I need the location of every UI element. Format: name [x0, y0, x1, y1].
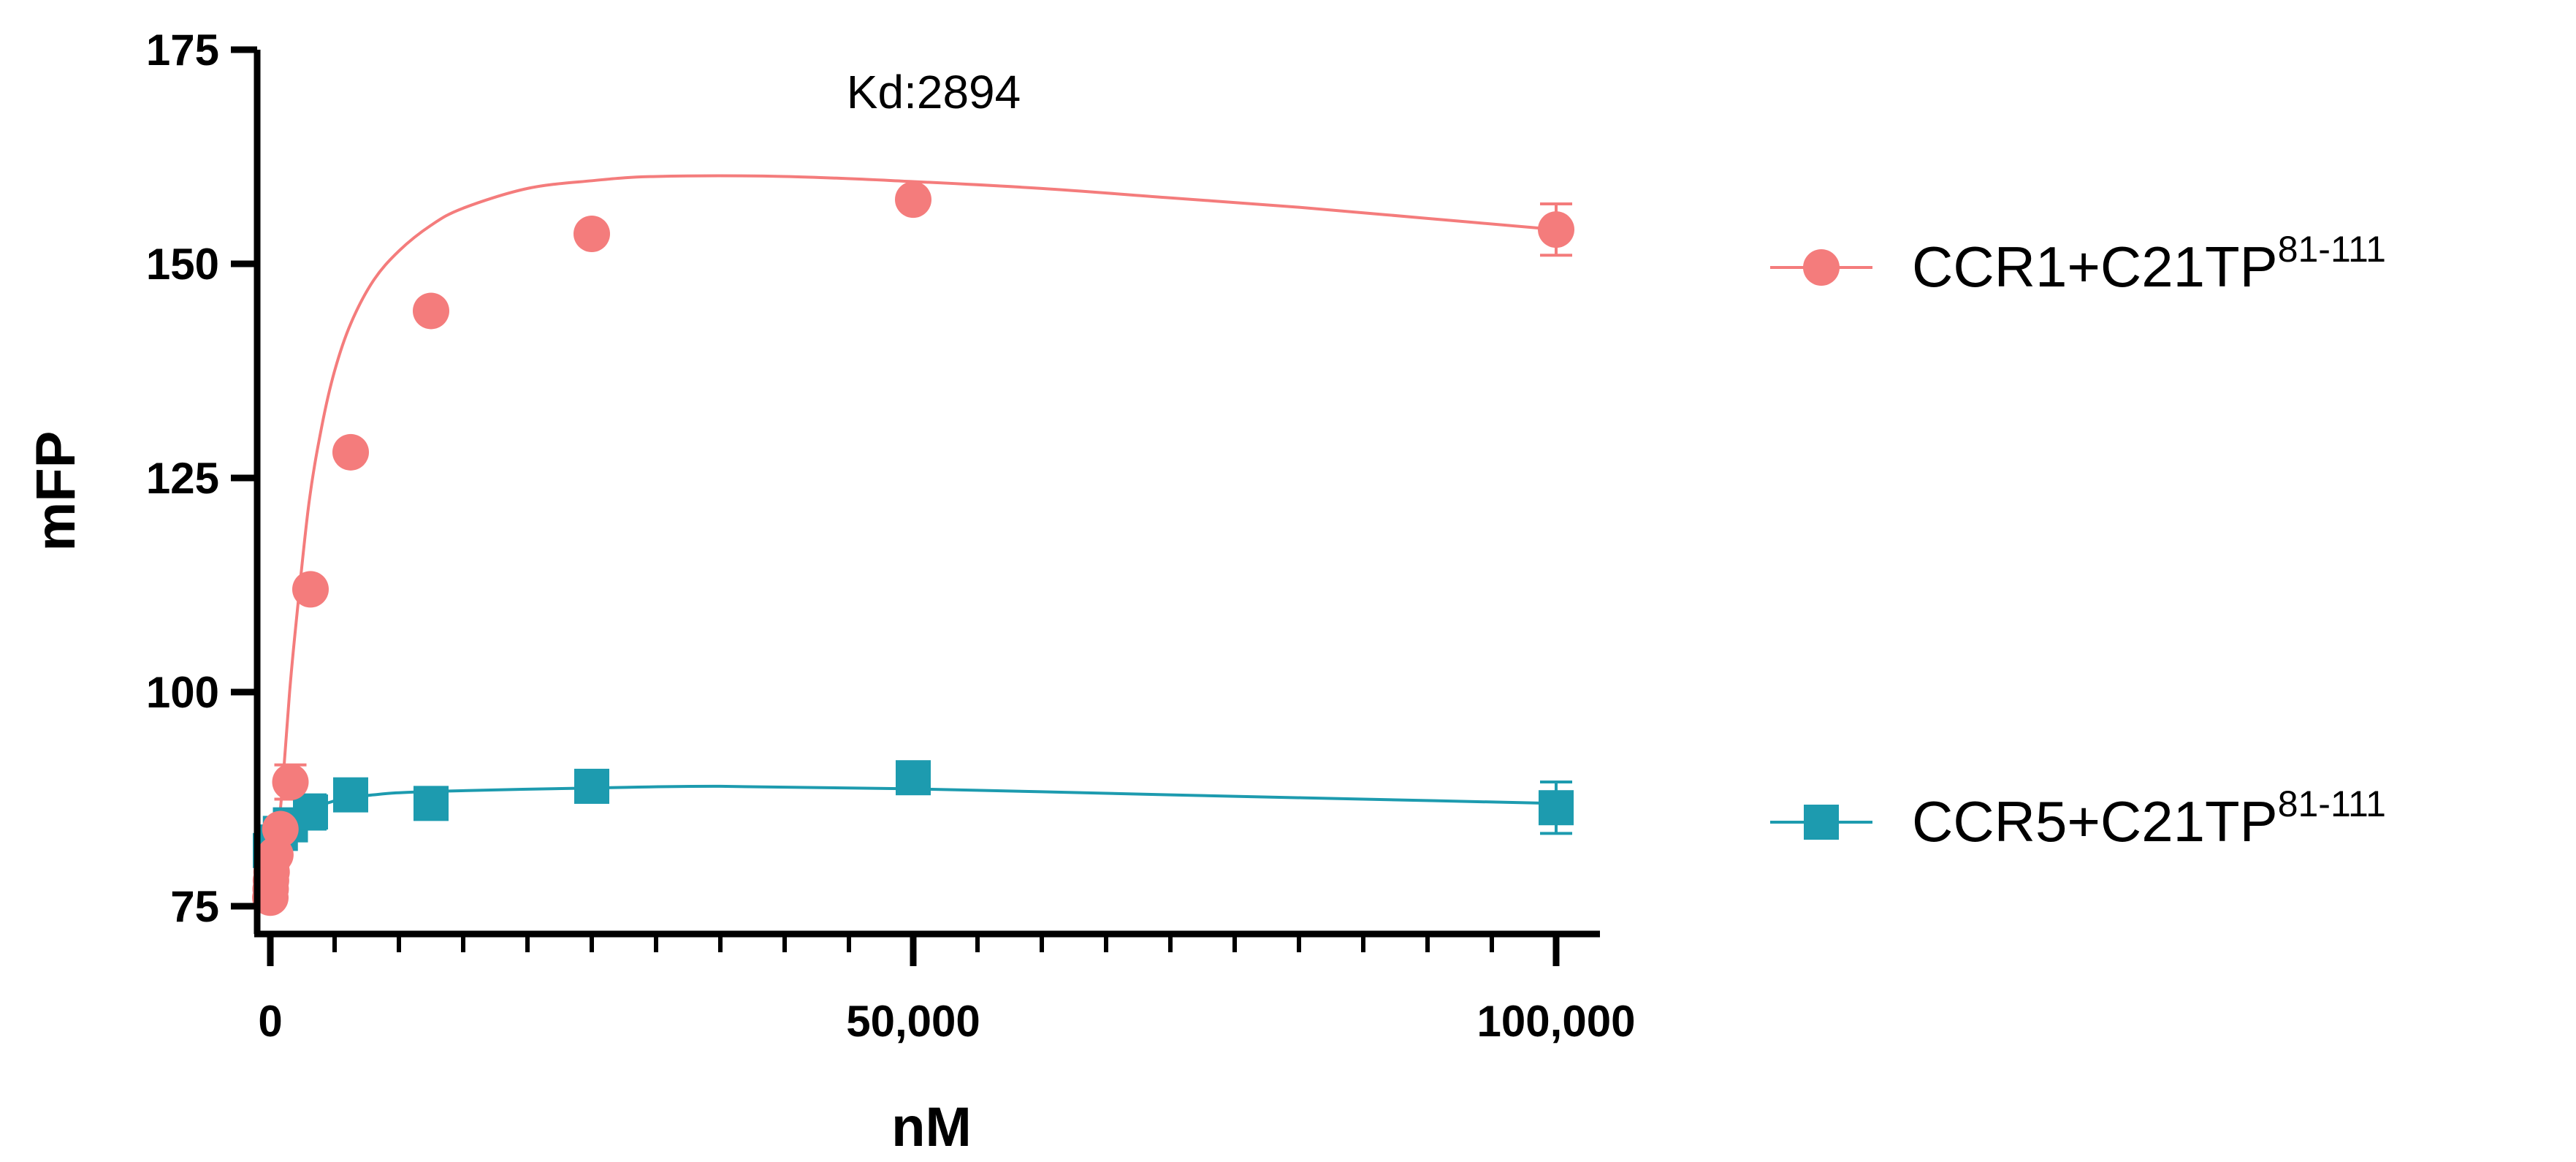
fit-line-series-2	[269, 784, 1557, 873]
legend-label-ccr5-name: CCR5+C21TP	[1912, 789, 2278, 854]
legend-label-ccr5: CCR5+C21TP81-111	[1912, 783, 2386, 854]
data-point-ccr5	[1539, 790, 1574, 826]
legend-item-ccr1: CCR1+C21TP81-111	[1770, 229, 2386, 299]
y-tick-label: 75	[170, 882, 219, 931]
x-axis-title: nM	[891, 1096, 972, 1158]
legend-item-ccr5: CCR5+C21TP81-111	[1770, 783, 2386, 854]
data-point-ccr1	[262, 810, 299, 848]
x-ticks: 0 50,000 100,000	[258, 934, 1635, 1046]
data-point-ccr5	[293, 794, 328, 830]
y-tick-label: 100	[146, 668, 219, 717]
data-points	[252, 181, 1574, 916]
data-point-ccr1	[413, 292, 449, 330]
y-ticks: 75 100 125 150 175	[146, 26, 257, 931]
kd-annotation: Kd:2894	[847, 66, 1021, 118]
data-point-ccr5	[414, 786, 449, 821]
x-tick-label: 100,000	[1477, 997, 1636, 1046]
data-point-ccr1	[272, 764, 309, 801]
fit-line-series-1	[269, 174, 1557, 898]
x-tick-label: 50,000	[846, 997, 980, 1046]
legend-label-ccr5-superscript: 81-111	[2278, 783, 2386, 824]
y-axis-title: mFP	[25, 431, 87, 552]
data-point-ccr1	[573, 215, 610, 252]
error-bars	[274, 202, 1572, 835]
data-point-ccr5	[333, 777, 368, 813]
y-tick-label: 150	[146, 240, 219, 289]
x-tick-label: 0	[258, 997, 282, 1046]
data-point-ccr1	[1538, 211, 1574, 248]
data-point-ccr1	[332, 433, 369, 471]
data-point-ccr5	[896, 760, 931, 796]
legend-label-ccr1-name: CCR1+C21TP	[1912, 235, 2278, 299]
legend-marker-ccr1	[1803, 249, 1840, 286]
data-point-ccr5	[574, 768, 609, 804]
legend-label-ccr1: CCR1+C21TP81-111	[1912, 229, 2386, 299]
legend-marker-ccr5	[1804, 805, 1839, 840]
data-point-ccr1	[292, 571, 329, 608]
y-tick-label: 125	[146, 454, 219, 503]
legend: CCR1+C21TP81-111 CCR5+C21TP81-111	[1770, 229, 2386, 854]
y-tick-label: 175	[146, 26, 219, 75]
legend-label-ccr1-superscript: 81-111	[2278, 229, 2386, 270]
data-point-ccr1	[895, 181, 931, 219]
